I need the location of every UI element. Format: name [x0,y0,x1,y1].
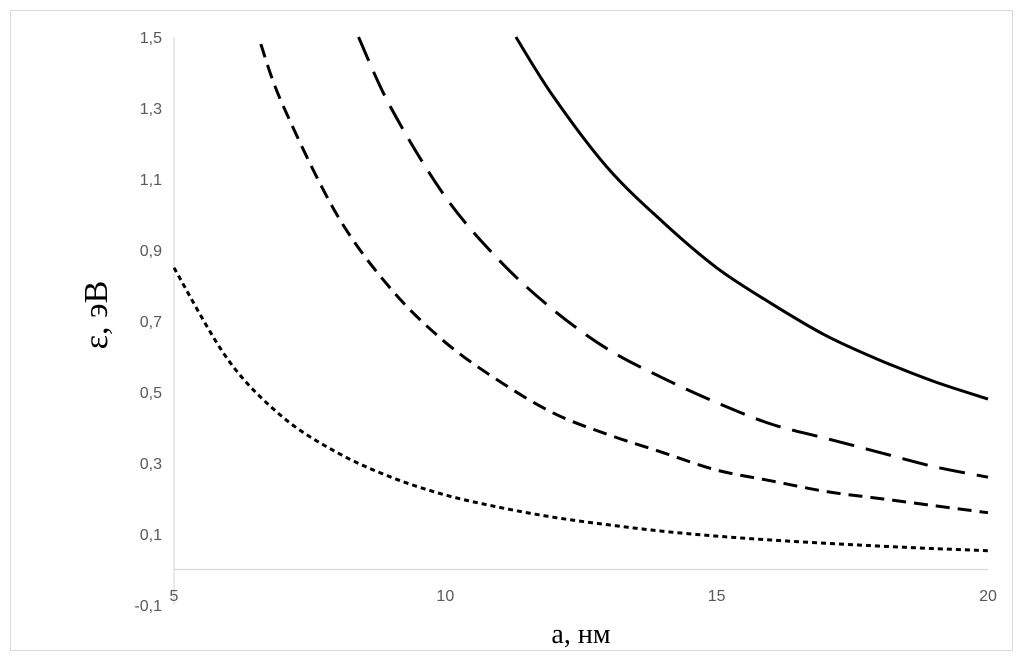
x-axis-label: a, нм [551,619,610,650]
y-tick-label: 0,3 [140,456,162,473]
series-line-solid [514,36,989,401]
plot-area [172,36,989,553]
series-line-long-dash [357,36,989,479]
y-axis-label: ε, эВ [78,281,115,350]
y-tick-label: -0,1 [134,598,162,615]
y-tick-label: 0,1 [140,527,162,544]
axes [173,37,988,605]
y-tick-label: 0,5 [140,385,162,402]
tick-labels: -0,1 0,1 0,3 0,5 0,7 0,9 1,1 1,3 1,5 5 10 15 20 [134,30,997,615]
x-tick-label: 15 [708,588,726,605]
y-tick-label: 1,3 [140,101,162,118]
x-tick-label: 5 [170,588,179,605]
series-line-short-dash [172,267,989,553]
series-line-medium-dash [259,43,989,515]
y-tick-label: 0,9 [140,243,162,260]
y-tick-label: 1,5 [140,30,162,47]
y-tick-label: 1,1 [140,172,162,189]
x-tick-label: 20 [979,588,997,605]
y-tick-label: 0,7 [140,314,162,331]
x-tick-label: 10 [436,588,454,605]
chart-frame [10,10,1013,651]
